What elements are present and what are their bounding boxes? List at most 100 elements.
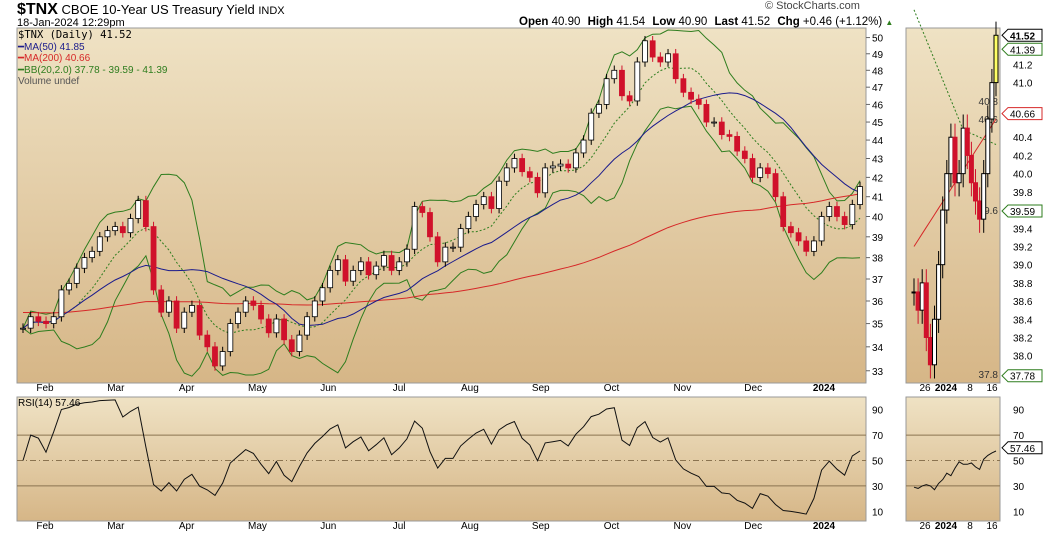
- candle: [81, 257, 88, 269]
- candle: [135, 200, 142, 219]
- x-tick-label: 2024: [813, 383, 836, 394]
- detail-candle: [977, 200, 983, 220]
- candle: [457, 228, 464, 248]
- detail-candle: [956, 173, 962, 184]
- candle: [534, 176, 541, 194]
- y-tick-label: 38: [872, 254, 884, 265]
- ma50-line: [22, 92, 861, 329]
- candle: [404, 248, 410, 263]
- candle: [680, 78, 687, 93]
- candle: [718, 121, 725, 136]
- candle: [703, 104, 710, 123]
- detail-candle: [973, 182, 978, 202]
- rsi-tick-label: 70: [872, 431, 884, 442]
- candle: [281, 318, 287, 341]
- candle: [227, 323, 234, 352]
- detail-candle: [993, 34, 999, 84]
- detail-candle: [944, 173, 950, 211]
- rsi-x-tick-label: Apr: [179, 521, 195, 532]
- detail-rsi-tick-label: 70: [1013, 431, 1025, 442]
- candle: [334, 259, 341, 271]
- rsi-x-tick-label: Nov: [673, 521, 691, 532]
- detail-x-tick-label: 16: [986, 383, 998, 394]
- rsi-panel: [16, 396, 867, 522]
- candle: [473, 204, 479, 217]
- candle: [695, 98, 702, 105]
- detail-rsi-tick-label: 50: [1013, 457, 1025, 468]
- detail-candle: [952, 136, 958, 184]
- rsi-x-tick-label: Sep: [532, 521, 550, 532]
- detail-candle: [981, 173, 987, 220]
- y-tick-label: 49: [872, 50, 884, 61]
- detail-rsi-panel: [905, 396, 1001, 522]
- candle: [672, 53, 679, 80]
- detail-y-tick-label: 39.0: [1013, 261, 1033, 272]
- candle: [50, 316, 57, 324]
- detail-candle: [915, 291, 921, 311]
- detail-y-tick-label: 39.6: [979, 206, 999, 217]
- candle: [496, 180, 502, 209]
- candle: [66, 282, 72, 291]
- y-tick-label: 33: [872, 367, 884, 378]
- candle: [27, 316, 34, 329]
- detail-y-tick-label: 41.2: [1013, 60, 1033, 71]
- detail-y-tick-label: 37.8: [979, 370, 999, 381]
- high-label: High: [587, 16, 614, 28]
- candle: [657, 56, 664, 63]
- ma200-swatch-icon: ━: [18, 53, 25, 64]
- candle: [649, 40, 656, 58]
- legend-ma50: ━MA(50) 41.85: [18, 42, 167, 54]
- detail-y-tick-label: 38.6: [1013, 297, 1033, 308]
- detail-y-tick-label: 41.0: [1013, 79, 1033, 90]
- x-tick-label: Apr: [179, 383, 195, 394]
- rsi-line: [22, 399, 861, 515]
- security-name: CBOE 10-Year US Treasury Yield: [61, 2, 255, 17]
- detail-rsi-line: [913, 450, 997, 491]
- rsi-x-tick-label: 2024: [813, 521, 836, 532]
- candle: [296, 334, 303, 352]
- price-tag-label: 39.59: [1010, 207, 1035, 218]
- price-tag: [1001, 28, 1043, 42]
- legend-price: $TNX (Daily) 41.52: [18, 29, 132, 41]
- candle: [204, 334, 211, 348]
- candle: [780, 196, 787, 227]
- legend-bb-label: BB(20,2.0) 37.78 - 39.59 - 41.39: [24, 64, 168, 76]
- candle: [557, 163, 564, 167]
- x-tick-label: Aug: [461, 383, 479, 394]
- candle: [596, 104, 602, 114]
- chg-label: Chg: [777, 16, 800, 28]
- detail-y-tick-label: 38.8: [1013, 279, 1033, 290]
- candle: [212, 346, 218, 367]
- candle: [112, 226, 119, 232]
- rsi-x-tick-label: May: [248, 521, 267, 532]
- detail-candle: [919, 282, 925, 311]
- candle: [542, 167, 549, 194]
- candle: [711, 121, 718, 124]
- price-tag: [1001, 42, 1043, 56]
- candle: [572, 152, 579, 169]
- y-tick-label: 34: [872, 343, 884, 354]
- candle: [342, 259, 349, 282]
- exchange: INDX: [258, 5, 285, 17]
- candle: [826, 206, 833, 217]
- candle: [834, 206, 840, 217]
- y-tick-label: 47: [872, 83, 884, 94]
- detail-x-tick-label: 26: [919, 383, 931, 394]
- y-tick-label: 36: [872, 297, 884, 308]
- rsi-tick-label: 10: [872, 507, 884, 518]
- candle: [396, 261, 403, 271]
- candle: [73, 267, 80, 284]
- detail-rsi-x-tick-label: 2024: [935, 521, 958, 532]
- candle: [150, 226, 157, 291]
- candle: [857, 186, 863, 205]
- high-value: 41.54: [616, 16, 646, 28]
- candle: [503, 167, 510, 182]
- price-tag-label: 40.66: [1010, 110, 1035, 121]
- y-tick-label: 42: [872, 173, 884, 184]
- detail-y-tick-label: 38.0: [1013, 352, 1033, 363]
- price-panel: [16, 27, 867, 384]
- brand-watermark: © StockCharts.com: [765, 0, 860, 12]
- bb-swatch-icon: ━: [18, 64, 25, 76]
- detail-candle: [985, 118, 991, 175]
- low-label: Low: [652, 16, 676, 28]
